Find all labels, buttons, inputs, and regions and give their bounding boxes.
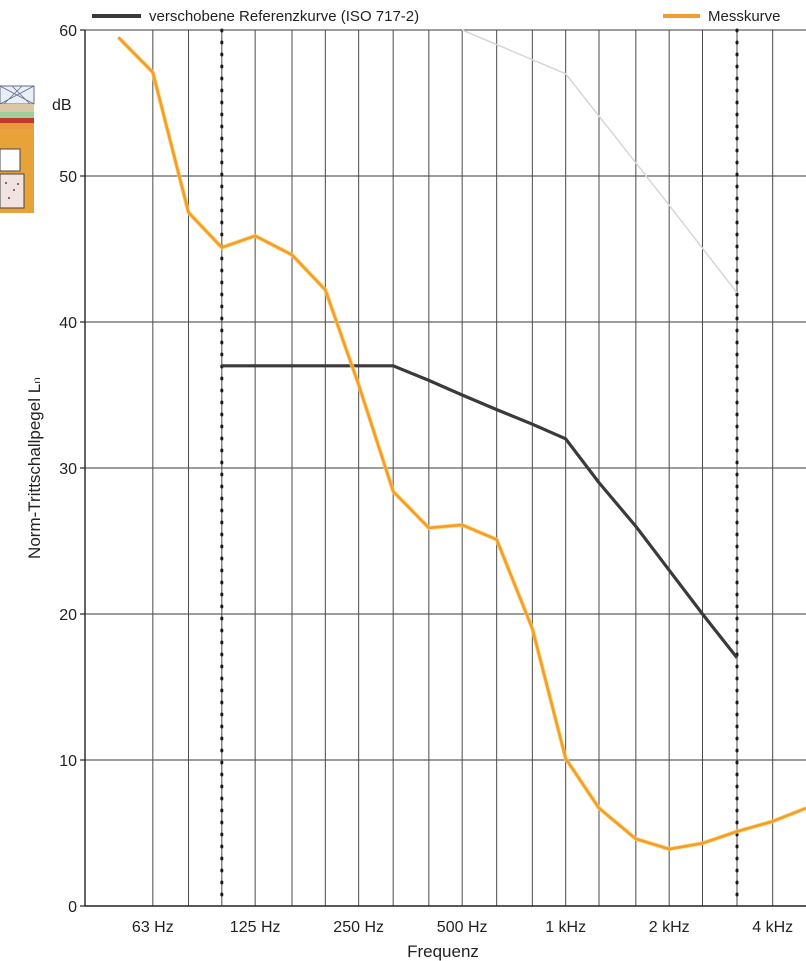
x-tick-label: 1 kHz	[545, 919, 586, 936]
x-tick-label: 250 Hz	[333, 919, 384, 936]
x-tick-label: 125 Hz	[230, 919, 281, 936]
y-unit-label: dB	[52, 97, 72, 114]
grid	[85, 29, 806, 906]
y-tick-label: 10	[59, 753, 77, 770]
floor-construction-icon	[0, 85, 35, 213]
series-reference-curve	[221, 364, 739, 659]
legend: verschobene Referenzkurve (ISO 717-2) Me…	[92, 8, 781, 25]
series-layer	[116, 29, 806, 852]
y-tick-label: 30	[59, 461, 77, 478]
x-tick-label: 63 Hz	[132, 919, 174, 936]
x-axis-title: Frequenz	[407, 942, 479, 961]
faint-curve	[461, 29, 738, 294]
legend-label-measurement: Messkurve	[708, 8, 781, 25]
axes: 0 10 20 30 40 50 60 63 Hz 125 Hz 250 Hz 500 Hz 1 kH…	[59, 23, 806, 936]
vertical-markers	[220, 28, 739, 908]
series-measurement-curve	[117, 36, 806, 851]
y-axis-title: Norm-Trittschallpegel Lₙ	[25, 377, 44, 559]
y-tick-label: 50	[59, 169, 77, 186]
y-tick-label: 60	[59, 23, 77, 40]
y-tick-label: 20	[59, 607, 77, 624]
y-tick-label: 40	[59, 315, 77, 332]
x-tick-label: 4 kHz	[752, 919, 793, 936]
x-tick-label: 500 Hz	[437, 919, 488, 936]
x-tick-label: 2 kHz	[649, 919, 690, 936]
legend-label-reference: verschobene Referenzkurve (ISO 717-2)	[149, 8, 419, 25]
y-tick-label: 0	[68, 899, 77, 916]
